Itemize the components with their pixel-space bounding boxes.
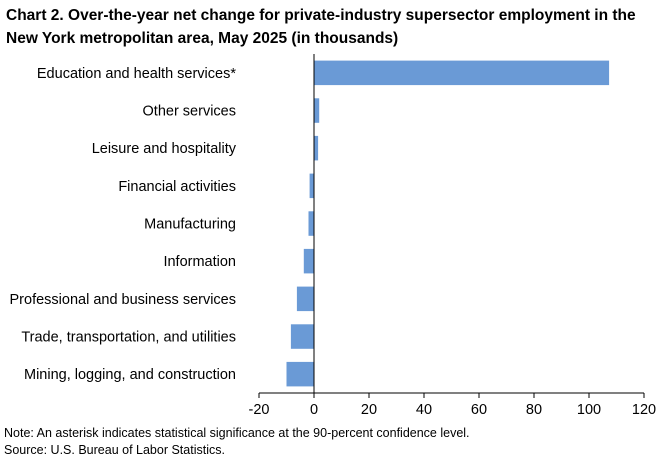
source-note: Source: U.S. Bureau of Labor Statistics.	[4, 442, 225, 457]
bar-5	[303, 248, 314, 274]
category-label-6: Professional and business services	[10, 292, 236, 308]
significance-note: Note: An asterisk indicates statistical …	[4, 426, 470, 440]
bar-4	[308, 211, 314, 236]
x-tick-label-0: -20	[249, 402, 270, 418]
bar-2	[314, 135, 319, 161]
category-label-7: Trade, transportation, and utilities	[21, 330, 236, 346]
x-tick-label-4: 60	[471, 402, 487, 418]
x-tick-label-1: 0	[310, 402, 318, 418]
category-label-5: Information	[163, 254, 236, 270]
chart-title: Chart 2. Over-the-year net change for pr…	[6, 7, 636, 47]
category-label-8: Mining, logging, and construction	[24, 367, 236, 383]
bar-7	[290, 324, 314, 349]
category-label-3: Financial activities	[118, 179, 236, 195]
x-tick-label-3: 40	[416, 402, 432, 418]
x-tick-label-7: 120	[632, 402, 656, 418]
category-label-2: Leisure and hospitality	[92, 141, 237, 157]
bar-6	[296, 286, 314, 312]
category-label-4: Manufacturing	[144, 217, 236, 233]
category-label-0: Education and health services*	[37, 66, 236, 82]
chart-notes: Note: An asterisk indicates statistical …	[4, 425, 470, 458]
x-tick-label-6: 100	[577, 402, 601, 418]
category-label-1: Other services	[143, 104, 236, 120]
x-tick-label-2: 20	[361, 402, 377, 418]
bar-0	[314, 60, 610, 86]
bar-chart: Education and health services* Other serv…	[10, 54, 656, 418]
x-tick-label-5: 80	[526, 402, 542, 418]
bar-3	[309, 173, 314, 199]
bar-8	[286, 361, 314, 387]
bar-1	[314, 98, 320, 123]
